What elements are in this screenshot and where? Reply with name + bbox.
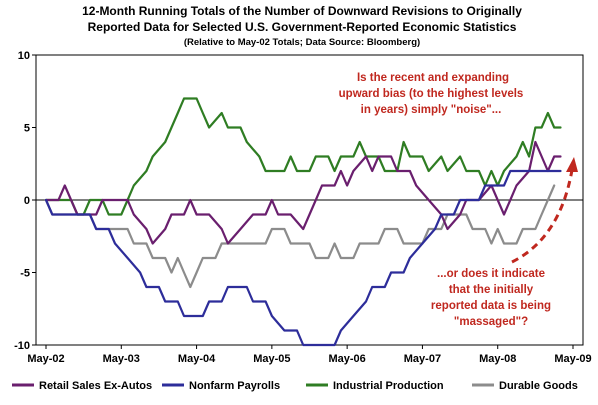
chart-title-line2: Reported Data for Selected U.S. Governme… [88,20,517,34]
annotation-bottom-line2: that the initially [449,284,534,296]
series-layer [44,97,562,347]
annotation-bottom-line1: ...or does it indicate [437,268,545,280]
y-tick-label: -5 [20,268,30,280]
legend-label: Nonfarm Payrolls [189,380,280,392]
y-tick-label: 0 [24,195,30,207]
x-tick-label: May-03 [103,353,140,365]
x-tick-label: May-05 [253,353,290,365]
series-line-industrial-production [44,97,562,216]
legend-label: Retail Sales Ex-Autos [39,380,152,392]
annotation-top: Is the recent and expanding upward bias … [339,72,524,116]
x-tick-label: May-09 [554,353,591,365]
x-axis: May-02 May-03 May-04 May-05 May-06 May-07 May-… [27,345,592,365]
legend-label: Industrial Production [333,380,444,392]
annotation-top-line3: in years) simply "noise"... [361,104,502,116]
x-tick-label: May-08 [479,353,516,365]
annotation-bottom-line3: reported data is being [431,300,551,312]
series-line-retail-sales-ex-autos [44,140,562,245]
legend-label: Durable Goods [499,380,578,392]
y-tick-label: 10 [18,50,30,62]
arrow-head-icon [566,157,578,172]
x-tick-label: May-07 [404,353,441,365]
annotation-top-line1: Is the recent and expanding [357,72,509,84]
x-tick-label: May-02 [27,353,64,365]
annotation-bottom: ...or does it indicate that the initiall… [431,268,551,328]
y-tick-label: 5 [24,123,30,135]
legend: Retail Sales Ex-Autos Nonfarm Payrolls Ind… [12,380,578,392]
annotation-bottom-line4: "massaged"? [454,316,528,328]
series-line-nonfarm-payrolls [44,169,562,347]
dashed-arrow-icon [511,169,574,264]
x-tick-label: May-04 [178,353,216,365]
series-line-durable-goods [44,184,556,289]
chart-subtitle: (Relative to May-02 Totals; Data Source:… [184,37,420,48]
annotation-top-line2: upward bias (to the highest levels [339,88,524,100]
y-tick-label: -10 [14,340,30,352]
x-tick-label: May-06 [328,353,365,365]
chart-title-line1: 12-Month Running Totals of the Number of… [82,4,522,18]
